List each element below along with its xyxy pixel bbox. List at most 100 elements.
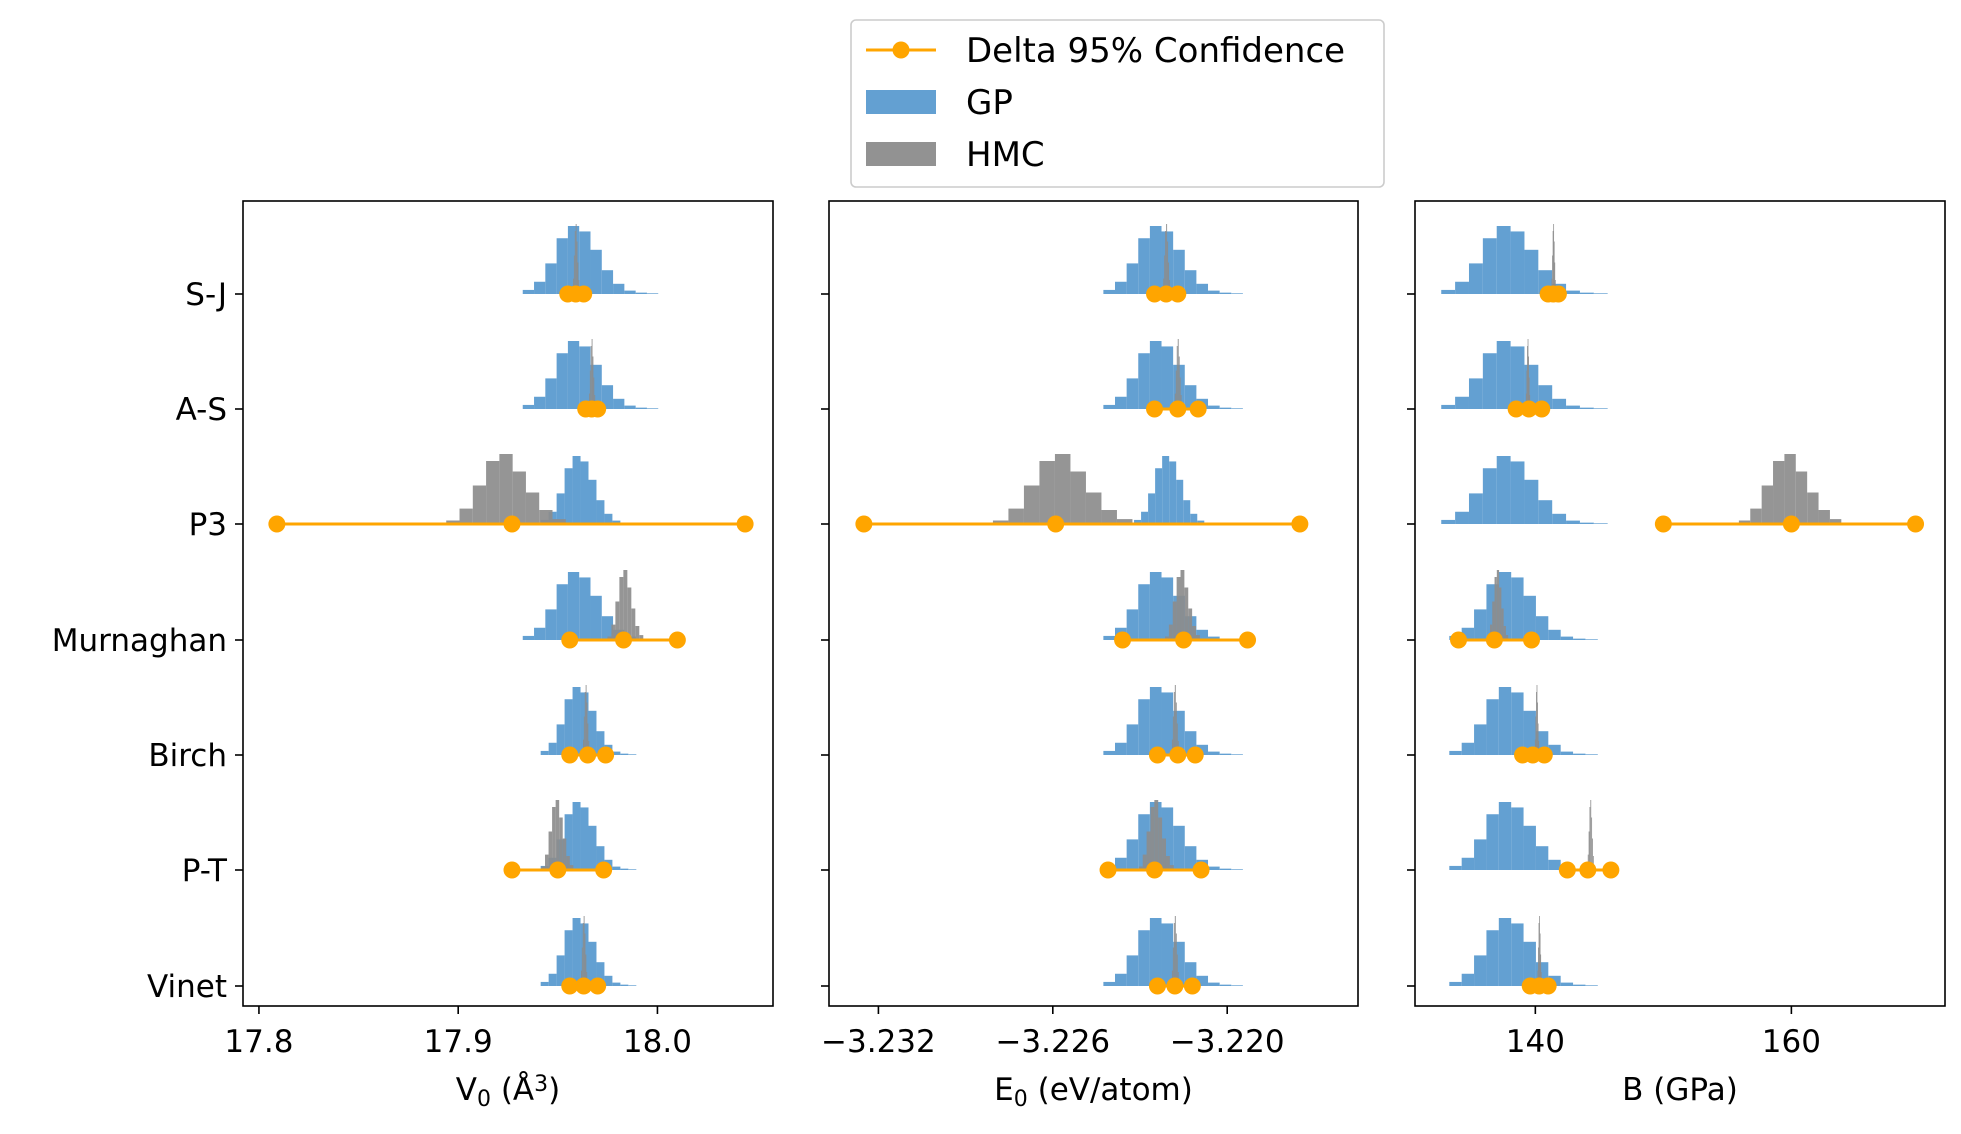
x-axis-label: B (GPa): [1622, 1072, 1738, 1108]
gp-hist-bar: [1169, 461, 1177, 524]
gp-hist-bar: [1155, 468, 1163, 524]
hmc-hist-bar: [1164, 255, 1166, 294]
delta-mid-marker: [1782, 515, 1800, 533]
gp-hist-bar: [1176, 479, 1184, 524]
hmc-hist-bar: [1176, 954, 1178, 986]
hmc-hist-bar: [583, 739, 584, 755]
gp-hist-bar: [1219, 407, 1232, 409]
gp-hist-bar: [1535, 846, 1549, 870]
gp-hist-bar: [1115, 973, 1127, 986]
hmc-hist-bar: [1150, 807, 1155, 870]
delta-low-marker: [1558, 861, 1576, 879]
hmc-hist-bar: [1172, 716, 1174, 755]
row-P-T: [1099, 800, 1243, 879]
legend-box: [850, 19, 1385, 188]
gp-hist-bar: [1552, 513, 1567, 524]
gp-hist-bar: [1231, 754, 1243, 755]
delta-mid-marker: [1169, 400, 1187, 418]
hmc-hist-bar: [1592, 838, 1593, 870]
gp-hist-bar: [1219, 868, 1232, 870]
hmc-hist-bar: [566, 856, 570, 870]
gp-hist-bar: [1593, 293, 1608, 294]
gp-hist-bar: [1138, 353, 1150, 409]
hmc-hist-bar: [1172, 601, 1177, 640]
hmc-hist-bar: [1505, 635, 1509, 640]
delta-high-marker: [668, 631, 686, 649]
hmc-hist-bar: [1177, 339, 1179, 409]
row-A-S: [1441, 339, 1608, 418]
hmc-hist-bar: [1527, 339, 1529, 409]
row-Vinet: [1103, 916, 1243, 995]
panel-E0: −3.232 −3.226 −3.220 E0 (eV/atom): [821, 200, 1359, 1112]
gp-hist-bar: [1138, 238, 1150, 294]
gp-hist-bar: [1510, 346, 1525, 409]
gp-hist-bar: [1510, 461, 1525, 524]
legend-patch: [866, 90, 936, 114]
gp-hist-bar: [1149, 687, 1162, 755]
gp-hist-bar: [572, 456, 581, 524]
gp-hist-bar: [1231, 408, 1243, 409]
hmc-hist-bar: [592, 356, 594, 409]
hmc-hist-bar: [1196, 635, 1200, 640]
gp-hist-bar: [590, 364, 602, 409]
hmc-hist-bar: [1589, 807, 1591, 870]
row-A-S: [1103, 339, 1243, 418]
delta-high-marker: [1192, 861, 1210, 879]
hmc-hist-bar: [584, 692, 586, 755]
gp-hist-bar: [1566, 520, 1580, 524]
delta-high-marker: [1169, 285, 1187, 303]
gp-hist-bar: [1482, 468, 1497, 524]
gp-hist-bar: [545, 378, 557, 409]
hmc-hist-bar: [1184, 587, 1189, 640]
delta-mid-marker: [615, 631, 633, 649]
gp-hist-bar: [1496, 226, 1511, 294]
gp-hist-bar: [1560, 636, 1574, 640]
gp-hist-bar: [1496, 341, 1511, 409]
x-axis-label: V0 (Å3): [456, 1072, 560, 1112]
gp-hist-bar: [1134, 519, 1142, 524]
gp-hist-bar: [556, 493, 565, 524]
delta-high-marker: [589, 977, 607, 995]
y-tick-label: P-T: [182, 853, 228, 889]
hmc-hist-bar: [1176, 723, 1178, 755]
gp-hist-bar: [601, 270, 614, 294]
hmc-hist-bar: [1494, 577, 1497, 640]
hmc-hist-bar: [1138, 866, 1143, 870]
gp-hist-bar: [596, 962, 605, 986]
hmc-hist-bar: [1761, 485, 1774, 524]
row-P3: [268, 454, 754, 533]
gp-hist-bar: [1548, 859, 1561, 870]
gp-hist-bar: [567, 226, 580, 294]
hmc-hist-bar: [562, 838, 567, 870]
gp-hist-bar: [1510, 231, 1525, 294]
hmc-hist-bar: [1540, 954, 1542, 986]
gp-hist-bar: [540, 981, 549, 986]
gp-hist-bar: [1566, 290, 1580, 294]
hmc-hist-bar: [1178, 356, 1180, 409]
delta-high-marker: [1533, 400, 1551, 418]
delta-mid-marker: [1579, 861, 1597, 879]
delta-high-marker: [1522, 631, 1540, 649]
gp-hist-bar: [1162, 456, 1170, 524]
delta-low-marker: [1099, 861, 1117, 879]
delta-mid-marker: [1485, 631, 1503, 649]
gp-hist-bar: [1535, 616, 1549, 640]
gp-hist-bar: [1103, 635, 1116, 640]
hmc-hist-bar: [1503, 626, 1506, 640]
hmc-hist-bar: [545, 854, 549, 870]
gp-hist-bar: [1173, 710, 1185, 755]
gp-hist-bar: [564, 930, 573, 986]
row-Vinet: [540, 916, 637, 995]
gp-hist-bar: [564, 468, 573, 524]
delta-high-marker: [597, 746, 615, 764]
gp-hist-bar: [1548, 744, 1561, 755]
legend-patch: [866, 142, 936, 166]
gp-hist-bar: [564, 814, 573, 870]
delta-low-marker: [1148, 977, 1166, 995]
hmc-hist-bar: [1590, 800, 1592, 870]
hmc-hist-bar: [1173, 692, 1175, 755]
gp-hist-bar: [624, 290, 636, 294]
axes-frame: [1414, 200, 1946, 1007]
gp-hist-bar: [1208, 290, 1220, 294]
row-Vinet: [1449, 916, 1598, 995]
